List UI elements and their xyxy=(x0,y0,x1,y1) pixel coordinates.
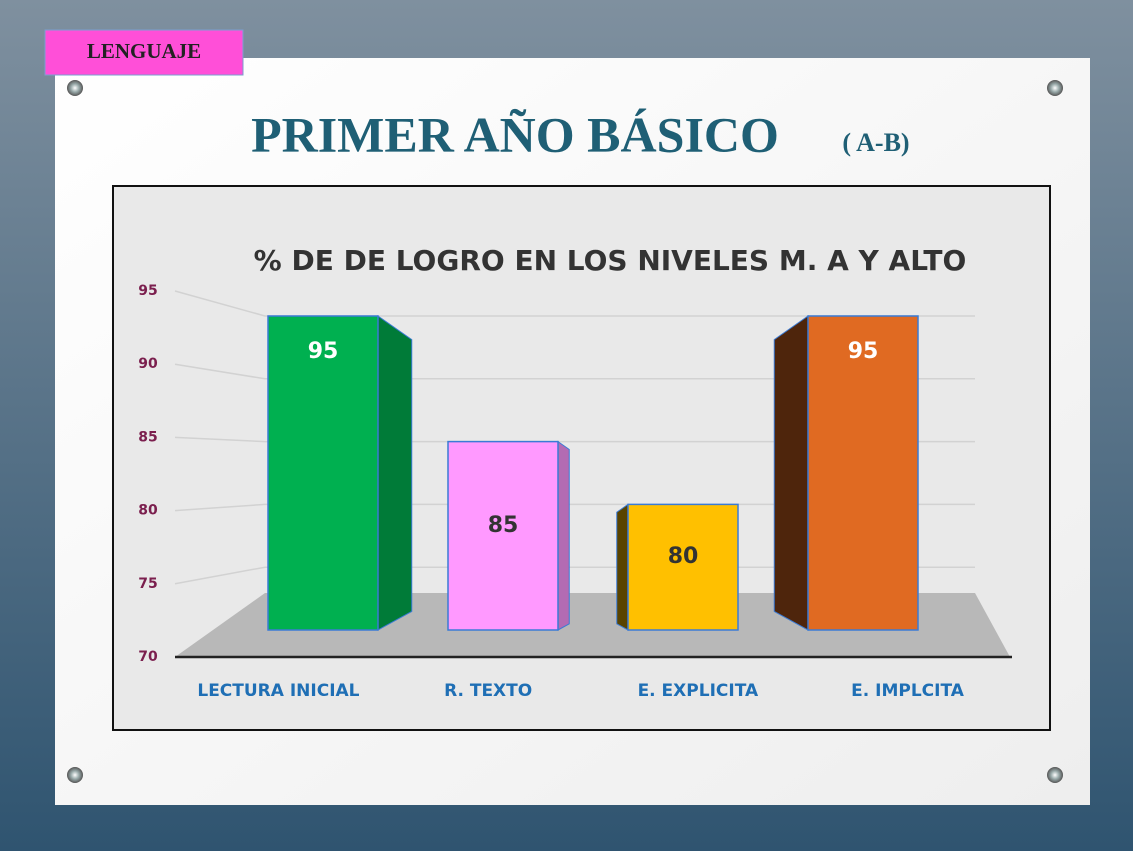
data-label: 85 xyxy=(488,513,519,538)
slide-subtitle: ( A-B) xyxy=(842,128,909,157)
bar-side xyxy=(377,315,413,631)
screw xyxy=(1047,767,1063,783)
bar xyxy=(267,315,379,631)
y-tick-label: 90 xyxy=(138,356,158,372)
chart-title: % DE DE LOGRO EN LOS NIVELES M. A Y ALTO xyxy=(254,244,967,277)
y-tick-label: 70 xyxy=(138,649,158,665)
grid-line xyxy=(174,436,975,443)
bar xyxy=(447,440,559,631)
bar-side xyxy=(773,315,809,631)
data-label: 95 xyxy=(848,339,879,364)
x-tick-label: E. IMPLCITA xyxy=(851,681,965,701)
y-tick-label: 75 xyxy=(138,576,157,592)
y-tick-label: 95 xyxy=(138,283,157,299)
grid-line xyxy=(174,290,975,317)
screw xyxy=(67,80,83,96)
tag-box xyxy=(44,29,244,76)
slide-title: PRIMER AÑO BÁSICO xyxy=(251,106,779,162)
grid-line xyxy=(174,363,975,380)
screw xyxy=(1047,80,1063,96)
x-tick-label: R. TEXTO xyxy=(444,681,532,701)
bar-side xyxy=(616,503,629,631)
y-tick-label: 85 xyxy=(138,429,157,445)
data-label: 80 xyxy=(668,544,699,569)
data-label: 95 xyxy=(308,339,339,364)
y-tick-label: 80 xyxy=(138,503,158,519)
bar-side xyxy=(557,440,570,631)
x-tick-label: LECTURA INICIAL xyxy=(197,681,359,701)
bar xyxy=(807,315,919,631)
screw xyxy=(67,767,83,783)
bar xyxy=(627,503,739,631)
tag: LENGUAJE xyxy=(87,39,201,63)
x-tick-label: E. EXPLICITA xyxy=(638,681,759,701)
